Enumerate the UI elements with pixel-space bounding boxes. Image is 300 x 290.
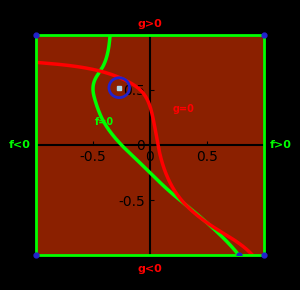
Text: g>0: g>0 xyxy=(138,19,162,29)
Text: f>0: f>0 xyxy=(270,140,292,150)
Text: g<0: g<0 xyxy=(138,264,162,274)
Text: g=0: g=0 xyxy=(173,104,195,114)
Text: f<0: f<0 xyxy=(8,140,30,150)
Text: f=0: f=0 xyxy=(95,117,114,127)
